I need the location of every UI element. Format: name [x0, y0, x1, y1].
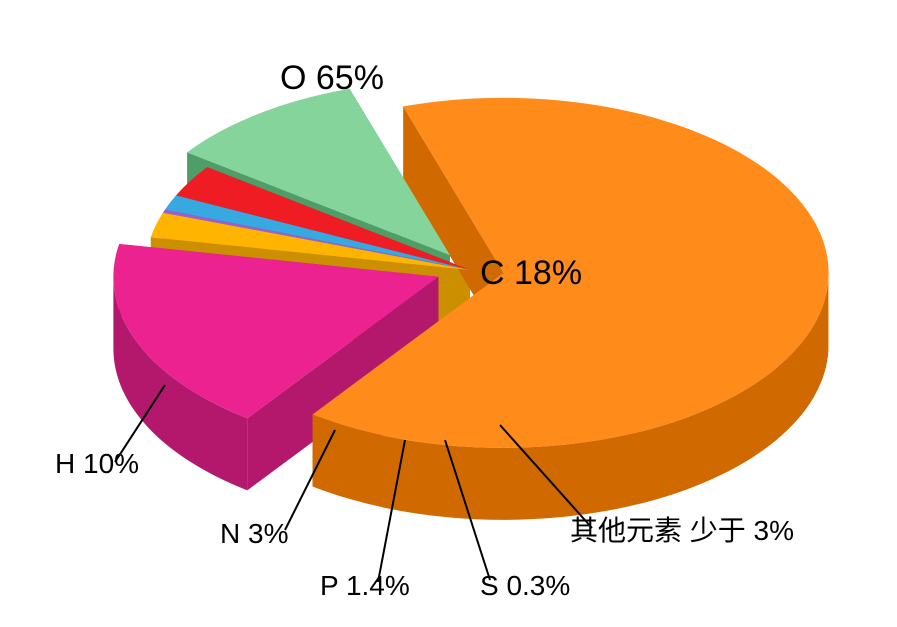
label-other: 其他元素 少于 3%: [570, 517, 794, 545]
pie-chart-3d: O 65% C 18% 其他元素 少于 3% S 0.3% P 1.4% N 3…: [0, 0, 897, 627]
label-O: O 65%: [280, 61, 384, 95]
label-C: C 18%: [480, 256, 582, 290]
label-N: N 3%: [220, 520, 288, 548]
label-H: H 10%: [55, 450, 139, 478]
label-P: P 1.4%: [320, 572, 410, 600]
label-S: S 0.3%: [480, 572, 570, 600]
